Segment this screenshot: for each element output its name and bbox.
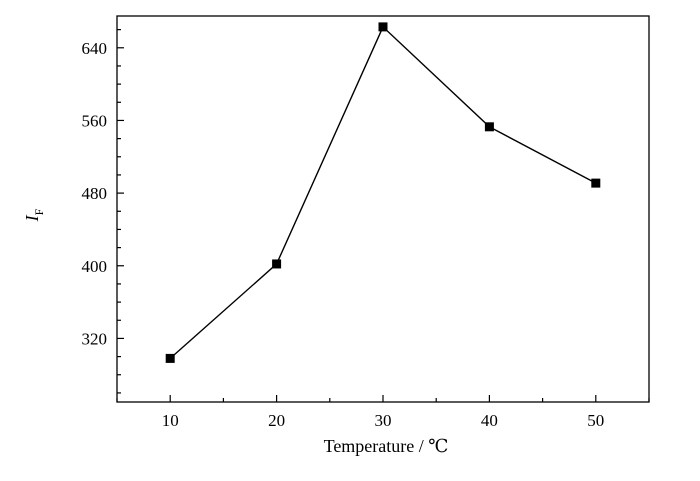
x-tick-labels: 10 20 30 40 50 — [162, 411, 605, 430]
y-axis-label-main: I — [22, 214, 42, 222]
y-tick-label: 400 — [82, 257, 108, 276]
plot-frame — [116, 15, 650, 403]
data-point — [165, 353, 175, 363]
data-point — [591, 178, 601, 188]
y-axis-label: IF — [22, 208, 46, 222]
x-tick-label: 50 — [587, 411, 604, 430]
data-point — [378, 22, 388, 32]
x-axis-label: Temperature / ℃ — [324, 436, 449, 456]
y-tick-label: 480 — [82, 184, 108, 203]
data-point — [484, 122, 494, 132]
y-tick-label: 640 — [82, 39, 108, 58]
y-tick-labels: 320 400 480 560 640 — [82, 39, 108, 349]
data-point — [272, 259, 282, 269]
y-axis-label-subscript: F — [32, 208, 46, 215]
x-tick-label: 10 — [162, 411, 179, 430]
x-tick-label: 40 — [481, 411, 498, 430]
series-line — [169, 25, 597, 359]
y-tick-label: 320 — [82, 329, 108, 348]
y-tick-label: 560 — [82, 111, 108, 130]
x-tick-label: 20 — [268, 411, 285, 430]
data-markers — [165, 22, 601, 363]
tick-marks — [116, 29, 650, 402]
x-tick-label: 30 — [375, 411, 392, 430]
